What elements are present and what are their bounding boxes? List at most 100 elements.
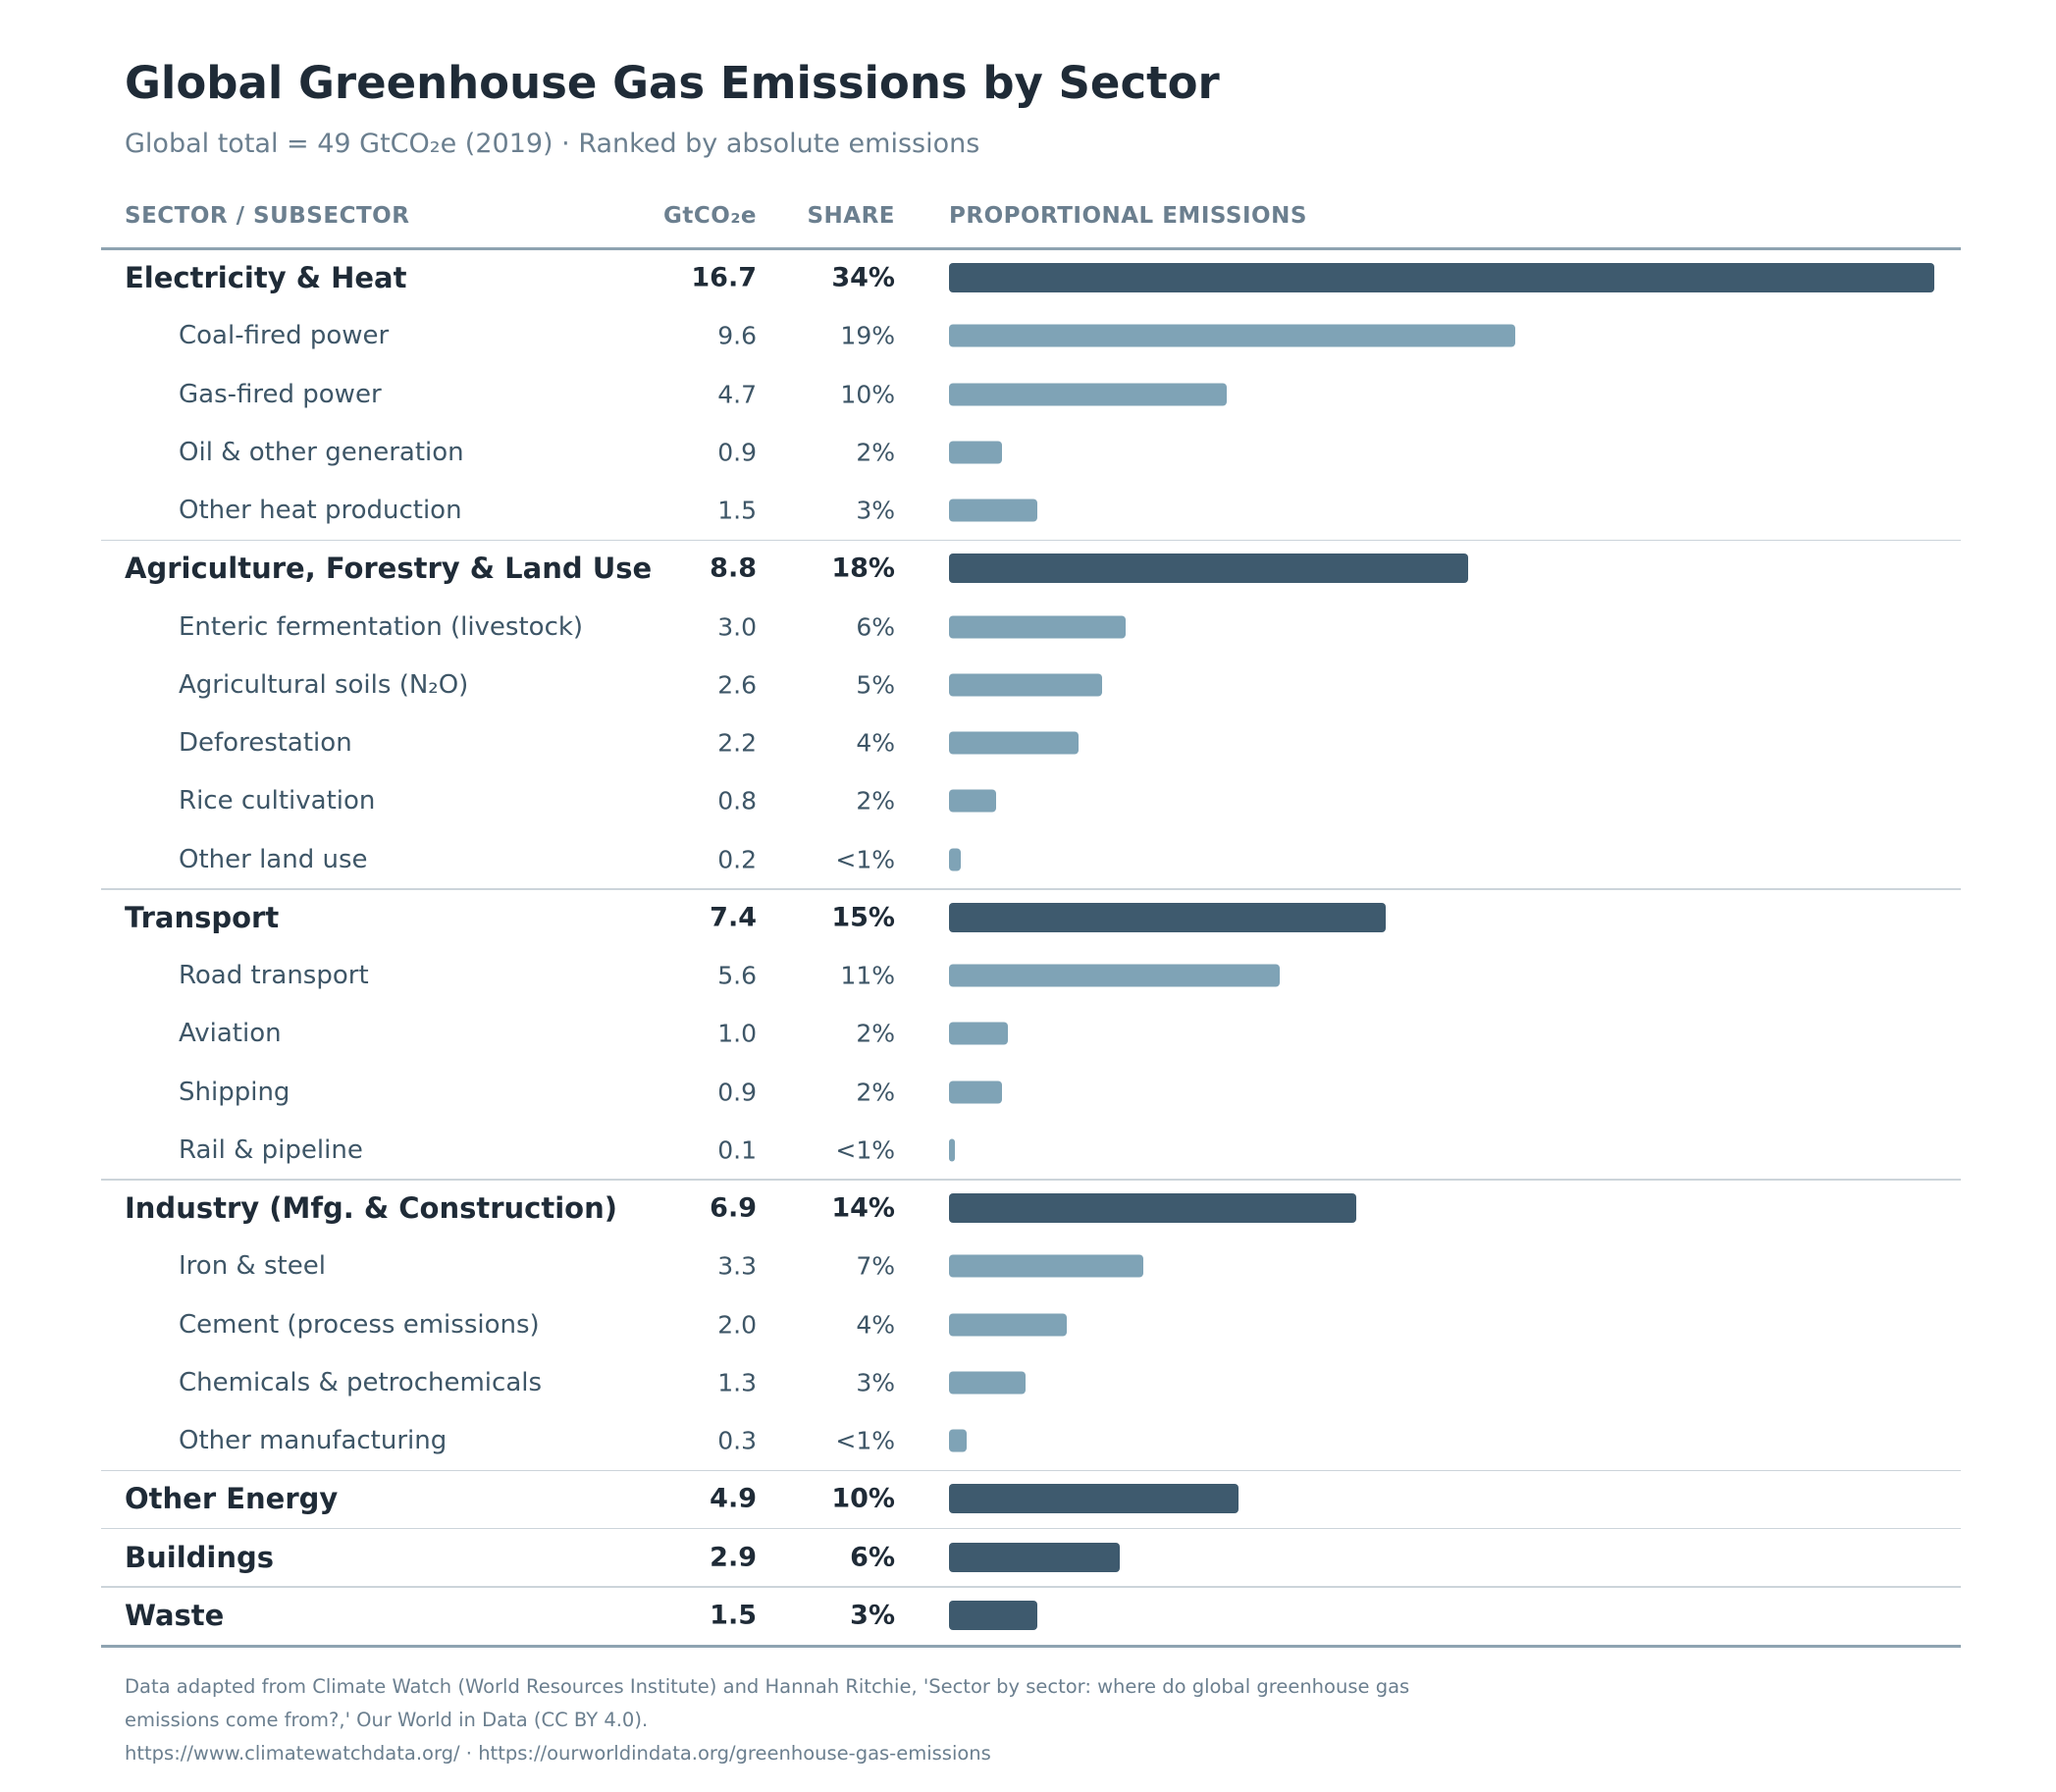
- emissions-bar: [949, 1313, 1068, 1336]
- emissions-value: 1.3: [717, 1368, 757, 1397]
- share-value: 18%: [831, 553, 895, 584]
- emissions-value: 0.3: [717, 1426, 757, 1455]
- sector-row-waste: Waste 1.5 3%: [0, 1586, 2056, 1644]
- subsector-label: Other land use: [179, 844, 368, 874]
- subsector-row-cement-process-emissions: Cement (process emissions) 2.0 4%: [0, 1295, 2056, 1353]
- share-value: 34%: [831, 262, 895, 293]
- subsector-row-other-manufacturing: Other manufacturing 0.3 <1%: [0, 1412, 2056, 1470]
- footer-source-line-1: Data adapted from Climate Watch (World R…: [125, 1675, 1410, 1698]
- sector-label: Transport: [125, 900, 280, 934]
- emissions-value: 4.9: [710, 1483, 757, 1514]
- subsector-row-iron-steel: Iron & steel 3.3 7%: [0, 1238, 2056, 1295]
- share-value: 6%: [850, 1542, 895, 1572]
- subsector-label: Oil & other generation: [179, 437, 464, 467]
- subsector-row-road-transport: Road transport 5.6 11%: [0, 947, 2056, 1005]
- emissions-bar: [949, 731, 1080, 755]
- emissions-value: 2.9: [710, 1542, 757, 1572]
- sector-label: Agriculture, Forestry & Land Use: [125, 552, 653, 586]
- share-value: 7%: [856, 1251, 895, 1281]
- subsector-row-rice-cultivation: Rice cultivation 0.8 2%: [0, 772, 2056, 830]
- emissions-value: 2.2: [717, 728, 757, 758]
- emissions-bar: [949, 1542, 1121, 1572]
- header-rule: [101, 247, 1961, 250]
- share-value: 10%: [840, 380, 895, 408]
- share-value: 2%: [856, 1019, 895, 1048]
- sector-label: Electricity & Heat: [125, 261, 407, 294]
- sector-separator: [101, 1179, 1961, 1181]
- share-value: 2%: [856, 438, 895, 467]
- emissions-bar: [949, 1254, 1144, 1278]
- emissions-value: 8.8: [710, 553, 757, 584]
- emissions-value: 0.2: [717, 845, 757, 873]
- share-value: 19%: [840, 321, 895, 350]
- sector-separator: [101, 1586, 1961, 1588]
- sector-row-electricity-heat: Electricity & Heat 16.7 34%: [0, 249, 2056, 307]
- subsector-label: Gas-fired power: [179, 379, 382, 409]
- emissions-bar: [949, 1193, 1356, 1223]
- emissions-value: 0.9: [717, 438, 757, 467]
- subsector-row-deforestation: Deforestation 2.2 4%: [0, 714, 2056, 772]
- subsector-label: Iron & steel: [179, 1251, 326, 1282]
- footer-source-line-2: emissions come from?,' Our World in Data…: [125, 1709, 649, 1731]
- share-value: <1%: [835, 1135, 895, 1165]
- subsector-row-chemicals-petrochemicals: Chemicals & petrochemicals 1.3 3%: [0, 1353, 2056, 1411]
- share-value: 3%: [856, 496, 895, 525]
- sector-separator: [101, 1527, 1961, 1530]
- subsector-label: Other heat production: [179, 496, 462, 525]
- sector-label: Waste: [125, 1598, 225, 1632]
- emissions-value: 6.9: [710, 1192, 757, 1224]
- emissions-value: 2.0: [717, 1310, 757, 1339]
- footer-urls: https://www.climatewatchdata.org/ · http…: [125, 1742, 991, 1765]
- emissions-bar: [949, 1484, 1239, 1514]
- chart-title: Global Greenhouse Gas Emissions by Secto…: [125, 57, 1220, 109]
- share-value: 3%: [850, 1600, 895, 1631]
- emissions-bar: [949, 383, 1227, 405]
- subsector-row-aviation: Aviation 1.0 2%: [0, 1005, 2056, 1063]
- column-header-value: GtCO₂e: [663, 203, 757, 229]
- emissions-bar: [949, 499, 1038, 522]
- sector-label: Other Energy: [125, 1482, 339, 1516]
- sector-label: Industry (Mfg. & Construction): [125, 1191, 617, 1225]
- share-value: <1%: [835, 1426, 895, 1455]
- emissions-bar: [949, 553, 1469, 584]
- emissions-value: 16.7: [691, 262, 757, 293]
- subsector-row-gas-fired-power: Gas-fired power 4.7 10%: [0, 365, 2056, 423]
- sector-separator: [101, 1469, 1961, 1472]
- emissions-value: 0.8: [717, 786, 757, 816]
- sector-row-other-energy: Other Energy 4.9 10%: [0, 1470, 2056, 1528]
- share-value: 4%: [856, 1310, 895, 1339]
- sector-separator: [101, 539, 1961, 542]
- share-value: 5%: [856, 670, 895, 700]
- emissions-bar: [949, 263, 1934, 292]
- subsector-row-rail-pipeline: Rail & pipeline 0.1 <1%: [0, 1121, 2056, 1179]
- sector-label: Buildings: [125, 1540, 274, 1574]
- subsector-label: Deforestation: [179, 728, 352, 758]
- subsector-row-other-land-use: Other land use 0.2 <1%: [0, 830, 2056, 888]
- subsector-label: Aviation: [179, 1019, 282, 1049]
- subsector-label: Agricultural soils (N₂O): [179, 669, 469, 700]
- subsector-label: Shipping: [179, 1077, 290, 1107]
- column-header-sector: SECTOR / SUBSECTOR: [125, 203, 410, 229]
- share-value: 6%: [856, 612, 895, 641]
- subsector-row-other-heat-production: Other heat production 1.5 3%: [0, 482, 2056, 540]
- sector-row-agriculture-forestry-land-use: Agriculture, Forestry & Land Use 8.8 18%: [0, 540, 2056, 598]
- emissions-value: 1.5: [717, 496, 757, 525]
- column-header-share: SHARE: [807, 203, 895, 229]
- emissions-bar: [949, 902, 1386, 932]
- emissions-value: 0.9: [717, 1078, 757, 1106]
- emissions-value: 5.6: [717, 961, 757, 990]
- subsector-row-agricultural-soils-n-o: Agricultural soils (N₂O) 2.6 5%: [0, 656, 2056, 713]
- share-value: 11%: [840, 961, 895, 990]
- share-value: 3%: [856, 1368, 895, 1397]
- emissions-value: 1.0: [717, 1019, 757, 1048]
- emissions-bar: [949, 615, 1127, 638]
- subsector-row-coal-fired-power: Coal-fired power 9.6 19%: [0, 307, 2056, 365]
- emissions-value: 3.0: [717, 612, 757, 641]
- emissions-value: 4.7: [717, 380, 757, 408]
- emissions-bar: [949, 1080, 1003, 1103]
- emissions-bar: [949, 1022, 1009, 1045]
- subsector-label: Coal-fired power: [179, 321, 390, 351]
- table-bottom-rule: [101, 1645, 1961, 1648]
- share-value: 14%: [831, 1192, 895, 1224]
- subsector-label: Other manufacturing: [179, 1426, 448, 1455]
